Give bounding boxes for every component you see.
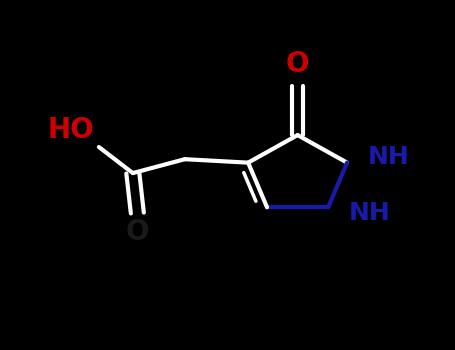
Text: NH: NH bbox=[349, 201, 390, 224]
Text: HO: HO bbox=[48, 116, 94, 144]
Text: NH: NH bbox=[367, 146, 409, 169]
Text: O: O bbox=[286, 50, 309, 78]
Text: O: O bbox=[126, 218, 149, 246]
